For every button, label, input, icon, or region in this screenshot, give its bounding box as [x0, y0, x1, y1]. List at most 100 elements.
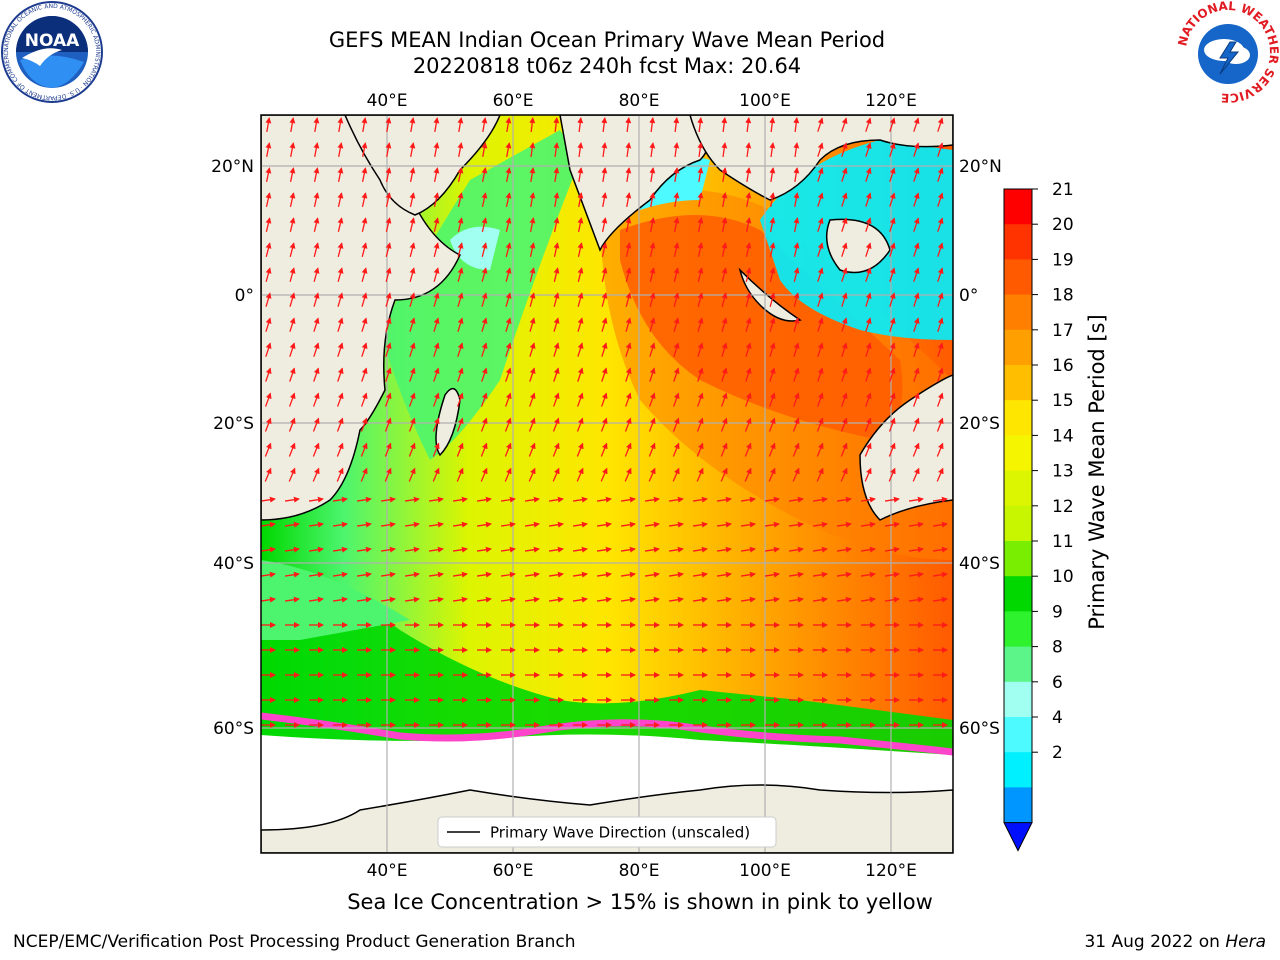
wave-arrow — [577, 317, 584, 332]
lon-tick: 100°E — [739, 861, 791, 881]
wave-arrow — [697, 167, 704, 183]
wave-arrow — [860, 521, 876, 528]
wave-arrow — [553, 217, 560, 232]
wave-arrow — [764, 546, 780, 553]
wave-arrow — [336, 442, 344, 457]
colorbar — [1003, 188, 1033, 852]
wave-arrow — [937, 192, 944, 207]
wave-arrow — [289, 167, 296, 182]
wave-arrow — [433, 267, 440, 282]
colorbar-tick-label: 18 — [1052, 286, 1074, 306]
wave-arrow — [817, 267, 824, 282]
wave-arrow — [697, 217, 704, 232]
wave-arrow — [356, 521, 372, 528]
wave-arrow — [312, 442, 320, 457]
wave-arrow — [673, 217, 680, 232]
wave-arrow — [409, 292, 416, 307]
wave-arrow — [284, 496, 300, 503]
wave-arrow — [769, 292, 776, 307]
colorbar-swatch — [1004, 470, 1032, 507]
wave-arrow — [553, 292, 560, 307]
wave-arrow — [625, 142, 632, 158]
wave-arrow — [481, 367, 488, 382]
wave-arrow — [456, 417, 464, 432]
wave-arrow — [553, 267, 560, 282]
wave-arrow — [529, 167, 536, 183]
wave-arrow — [788, 571, 804, 578]
wave-arrow — [360, 467, 368, 482]
wave-arrow — [649, 242, 656, 257]
colorbar-tick-label: 16 — [1052, 356, 1074, 376]
wave-arrow — [884, 546, 900, 553]
map-legend: Primary Wave Direction (unscaled) — [437, 816, 777, 848]
wave-arrow — [649, 142, 656, 158]
wave-arrow — [432, 392, 440, 407]
wave-arrow — [744, 442, 752, 457]
wave-arrow — [380, 496, 396, 503]
wave-arrow — [793, 192, 800, 208]
wave-arrow — [817, 317, 824, 332]
wave-arrow — [936, 417, 944, 432]
colorbar-swatch — [1004, 435, 1032, 472]
wave-arrow — [932, 596, 948, 603]
wave-arrow — [673, 367, 680, 382]
wave-arrow — [865, 192, 872, 207]
colorbar-ticks: 21 20 19 18 17 16 15 14 13 12 11 10 9 8 6 4 2 — [1032, 180, 1074, 763]
wave-arrow — [457, 192, 464, 207]
wave-arrow — [481, 292, 488, 307]
wave-arrow — [692, 496, 708, 503]
australia — [859, 374, 953, 521]
wave-arrow — [625, 292, 632, 307]
wave-arrow — [908, 496, 924, 503]
wave-arrow — [409, 317, 416, 332]
wave-arrow — [601, 167, 608, 183]
wave-arrow — [409, 192, 416, 207]
wave-arrow — [529, 142, 536, 158]
wave-arrow — [264, 392, 272, 407]
wave-arrow — [476, 496, 492, 503]
wave-arrow — [572, 521, 588, 528]
wave-arrow — [457, 342, 464, 357]
wave-arrow — [673, 142, 680, 158]
colorbar-tick-label: 21 — [1052, 180, 1074, 200]
wave-arrow — [428, 546, 444, 553]
wave-arrow — [696, 442, 704, 457]
lon-tick: 40°E — [367, 91, 408, 111]
wave-arrow — [385, 167, 392, 182]
wave-arrow — [572, 496, 588, 503]
wave-arrow — [284, 571, 300, 578]
wave-arrow — [841, 392, 848, 407]
wave-arrow — [529, 242, 536, 257]
wave-arrow — [504, 417, 512, 432]
wave-arrow — [884, 496, 900, 503]
wave-arrow — [433, 192, 440, 207]
wave-arrow — [433, 167, 440, 182]
colorbar-tick-label: 6 — [1052, 673, 1063, 693]
wave-arrow — [740, 546, 756, 553]
wave-arrow — [745, 217, 752, 232]
wave-arrow — [625, 117, 632, 133]
wave-arrow — [937, 342, 944, 357]
wave-arrow — [889, 292, 896, 307]
wave-arrow — [913, 342, 920, 357]
wave-arrow — [841, 117, 848, 132]
wave-arrow — [648, 442, 656, 457]
wave-arrow — [692, 521, 708, 528]
wave-arrow — [433, 242, 440, 257]
wave-arrow — [865, 217, 872, 232]
wave-arrow — [836, 596, 852, 603]
wave-arrow — [816, 467, 824, 482]
wave-arrow — [792, 417, 800, 432]
wave-arrow — [932, 546, 948, 553]
wave-arrow — [500, 496, 516, 503]
wave-arrow — [889, 217, 896, 232]
wave-arrow — [265, 117, 272, 133]
wave-arrow — [937, 142, 944, 157]
wave-arrow — [600, 442, 608, 457]
wave-arrow — [404, 496, 420, 503]
wave-arrow — [836, 521, 852, 528]
wave-arrow — [769, 117, 776, 133]
wave-arrow — [528, 417, 536, 432]
wave-arrow — [313, 142, 320, 157]
wave-arrow — [884, 596, 900, 603]
